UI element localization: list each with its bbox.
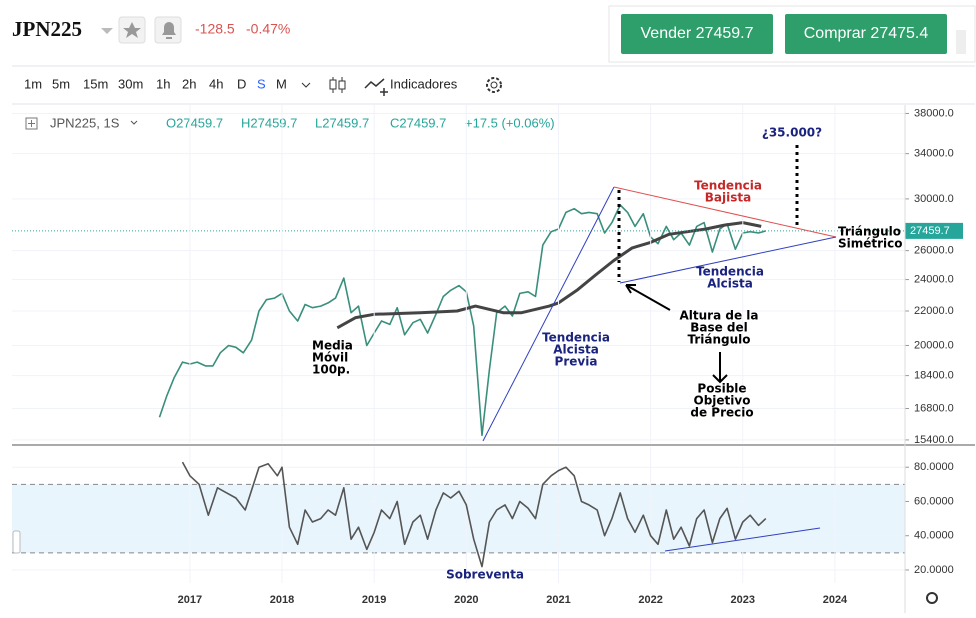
annotation: Objetivo — [694, 394, 751, 408]
annotation: Posible — [697, 382, 746, 396]
star-icon — [123, 22, 141, 38]
annotation: Media — [312, 339, 353, 353]
last-price-box — [905, 222, 963, 239]
interval-button[interactable]: S — [257, 76, 266, 91]
interval-button[interactable]: 5m — [52, 76, 70, 91]
annotation: Triángulo — [687, 333, 750, 347]
x-tick-label: 2017 — [178, 594, 202, 606]
x-tick-label: 2020 — [454, 594, 478, 606]
pane-handle[interactable] — [12, 530, 21, 554]
y-tick-label: 20.0000 — [914, 564, 954, 576]
annotations: ¿35.000?TendenciaBajistaTriánguloSimétri… — [312, 126, 903, 582]
candle-icon — [329, 79, 337, 90]
x-tick-label: 2023 — [731, 594, 755, 606]
buy-label: Comprar 27475.4 — [804, 25, 929, 42]
settings-icon — [490, 81, 498, 89]
rsi-trendline — [664, 527, 821, 552]
collapse-button[interactable] — [25, 117, 38, 130]
annotation: 100p. — [312, 363, 350, 377]
buy-button[interactable] — [785, 14, 947, 54]
x-tick-label: 2019 — [362, 594, 386, 606]
y-tick-label: 34000.0 — [914, 148, 954, 160]
last-price-label: 27459.7 — [910, 225, 950, 237]
y-tick-label: 18400.0 — [914, 370, 954, 382]
legend-low: L27459.7 — [315, 115, 369, 130]
symbol: JPN225 — [12, 17, 82, 41]
interval-button[interactable]: 4h — [209, 76, 223, 91]
y-tick-label: 30000.0 — [914, 193, 954, 205]
annotation: Móvil — [312, 351, 348, 365]
interval-button[interactable]: 15m — [83, 76, 108, 91]
annotation: Tendencia — [542, 331, 610, 345]
y-tick-label: 60.0000 — [914, 495, 954, 507]
x-tick-label: 2024 — [823, 594, 848, 606]
annotation: Tendencia — [696, 265, 764, 279]
series-line — [158, 204, 767, 437]
interval-menu[interactable] — [301, 82, 311, 88]
indicators-button[interactable]: Indicadores — [390, 76, 458, 91]
x-tick-label: 2018 — [270, 594, 294, 606]
annotation: Bajista — [705, 191, 751, 205]
annotation: de Precio — [690, 406, 753, 420]
candle-icon — [338, 80, 346, 90]
annotation: Alcista — [553, 343, 599, 357]
annotation: Simétrico — [838, 237, 903, 251]
annotation: Alcista — [707, 277, 753, 291]
arrow — [712, 352, 728, 384]
symbol-menu[interactable] — [101, 28, 113, 34]
y-tick-label: 40.0000 — [914, 530, 954, 542]
legend-high: H27459.7 — [241, 115, 297, 130]
legend-change: +17.5 (+0.06%) — [465, 115, 555, 130]
annotation: Triángulo — [838, 225, 901, 239]
up-trendline — [619, 236, 837, 284]
series-line — [181, 461, 767, 568]
annotation: ¿35.000? — [762, 126, 822, 140]
chart-type-button[interactable] — [329, 77, 346, 93]
y-tick-label: 15400.0 — [914, 434, 954, 446]
prev-trendline — [482, 186, 615, 442]
sell-label: Vender 27459.7 — [641, 25, 754, 42]
annotation: Tendencia — [694, 179, 762, 193]
scroll-handle[interactable] — [956, 30, 966, 54]
interval-button[interactable]: D — [237, 76, 246, 91]
series-line — [336, 221, 762, 330]
legend-menu[interactable] — [130, 120, 138, 125]
interval-button[interactable]: 1m — [24, 76, 42, 91]
axis-settings[interactable] — [926, 592, 938, 604]
interval-button[interactable]: 1h — [156, 76, 170, 91]
rsi-band — [12, 484, 905, 553]
y-tick-label: 26000.0 — [914, 245, 954, 257]
interval-button[interactable]: 30m — [118, 76, 143, 91]
legend-symbol: JPN225, 1S — [50, 115, 120, 130]
collapse-icon — [28, 120, 35, 127]
sell-button[interactable] — [621, 14, 773, 54]
change-percent: -0.47% — [246, 21, 290, 37]
y-tick-label: 80.0000 — [914, 461, 954, 473]
legend-close: C27459.7 — [390, 115, 446, 130]
change: -128.5 — [195, 21, 235, 37]
annotation: Sobreventa — [446, 568, 524, 582]
y-tick-label: 24000.0 — [914, 273, 954, 285]
down-trendline — [613, 186, 837, 238]
settings-button[interactable] — [486, 77, 502, 93]
indicator-icon — [364, 78, 388, 96]
y-tick-label: 38000.0 — [914, 107, 954, 119]
interval-button[interactable]: 2h — [182, 76, 196, 91]
y-tick-label: 22000.0 — [914, 305, 954, 317]
y-tick-label: 16800.0 — [914, 402, 954, 414]
bell-icon — [162, 22, 176, 39]
arrow — [625, 284, 671, 311]
y-tick-label: 20000.0 — [914, 339, 954, 351]
annotation: Previa — [555, 355, 598, 369]
annotation: Altura de la — [680, 309, 759, 323]
interval-button[interactable]: M — [276, 76, 287, 91]
annotation: Base del — [690, 321, 748, 335]
legend-open: O27459.7 — [166, 115, 223, 130]
x-tick-label: 2022 — [638, 594, 662, 606]
x-tick-label: 2021 — [546, 594, 570, 606]
toolbar: 1m 5m 15m 30m 1h 2h 4h D S M — [24, 76, 287, 91]
plots: 38000.0 34000.0 30000.0 26000.0 24000.0 22000… — [12, 105, 975, 606]
